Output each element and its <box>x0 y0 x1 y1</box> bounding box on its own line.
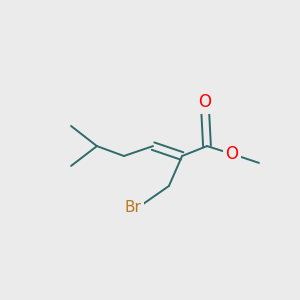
Text: O: O <box>198 93 212 111</box>
Text: Br: Br <box>124 200 141 215</box>
Text: O: O <box>225 145 239 163</box>
